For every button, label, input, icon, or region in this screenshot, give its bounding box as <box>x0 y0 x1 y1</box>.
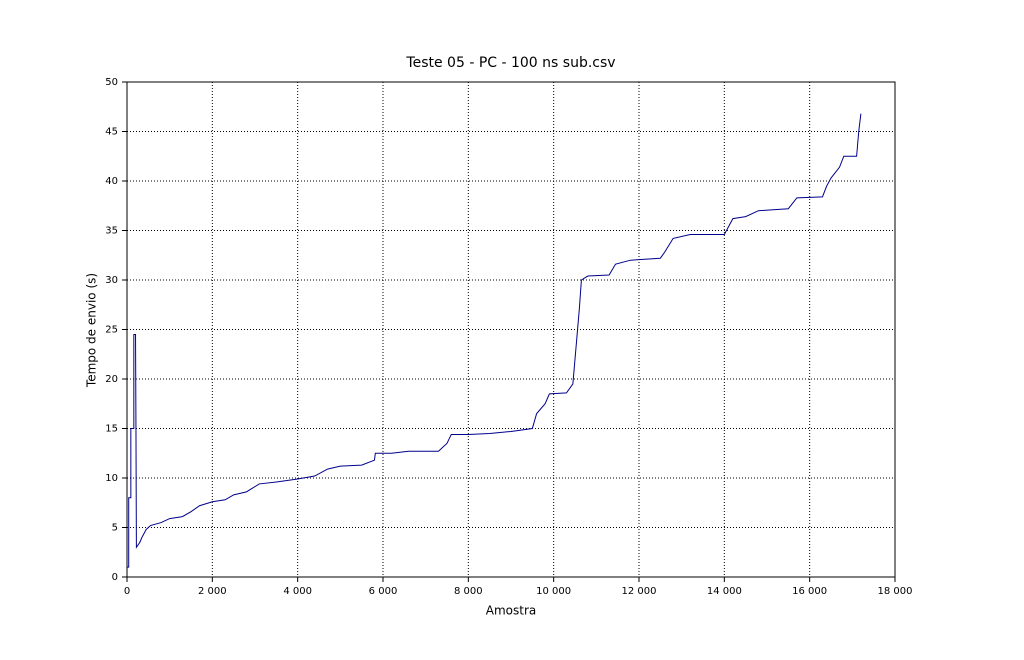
x-tick-label: 2 000 <box>198 586 227 597</box>
x-tick-label: 6 000 <box>369 586 398 597</box>
x-tick-label: 16 000 <box>792 586 827 597</box>
y-tick-label: 40 <box>105 176 118 187</box>
y-tick-label: 5 <box>112 523 118 534</box>
plot-frame <box>126 81 896 578</box>
y-tick-label: 20 <box>105 374 118 385</box>
x-tick-label: 14 000 <box>707 586 742 597</box>
x-tick-label: 12 000 <box>622 586 657 597</box>
x-axis-label: Amostra <box>486 604 536 618</box>
data-line <box>127 113 862 568</box>
x-tick-label: 4 000 <box>283 586 312 597</box>
x-tick-label: 0 <box>124 586 130 597</box>
y-tick-label: 25 <box>105 325 118 336</box>
chart-title: Teste 05 - PC - 100 ns sub.csv <box>405 55 615 71</box>
x-tick-label: 18 000 <box>878 586 913 597</box>
y-tick-label: 35 <box>105 226 118 237</box>
x-tick-label: 8 000 <box>454 586 483 597</box>
y-tick-label: 45 <box>105 127 118 138</box>
y-tick-label: 0 <box>112 572 118 583</box>
y-tick-label: 30 <box>105 275 118 286</box>
x-tick-label: 10 000 <box>536 586 571 597</box>
y-axis-label: Tempo de envio (s) <box>85 273 99 388</box>
y-tick-label: 50 <box>105 77 118 88</box>
y-tick-label: 15 <box>105 424 118 435</box>
y-tick-label: 10 <box>105 473 118 484</box>
